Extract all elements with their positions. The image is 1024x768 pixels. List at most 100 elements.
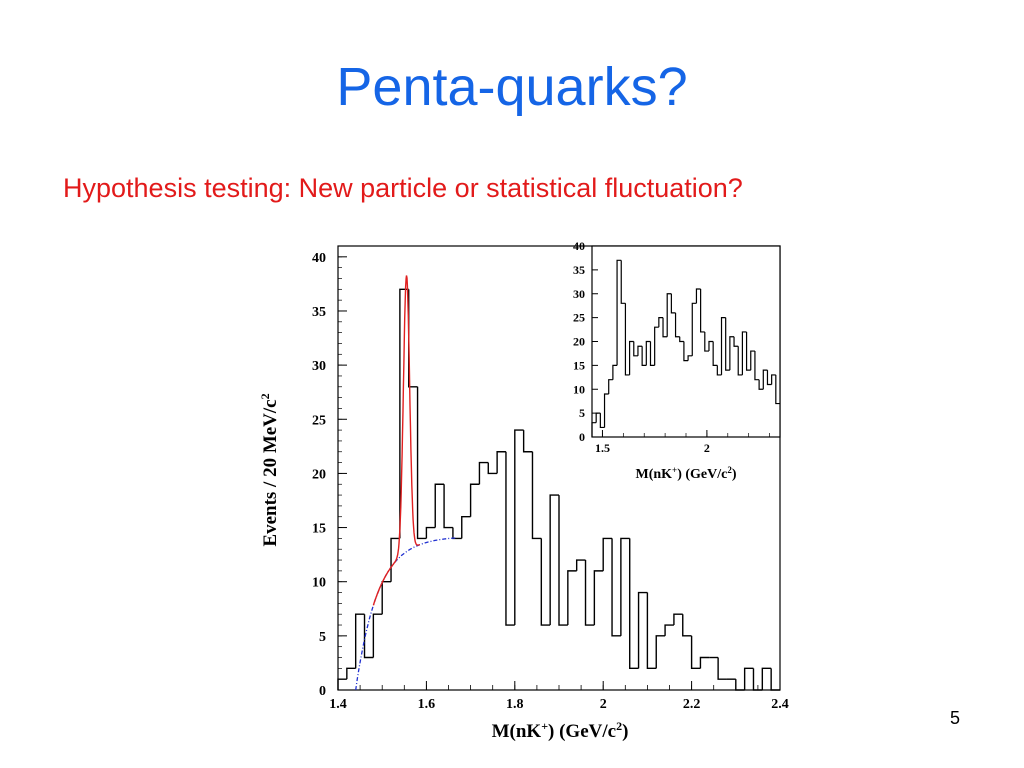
inset-histogram-bin [737,346,743,376]
inset-histogram-bin [649,341,655,366]
inset-histogram-bin [616,259,622,366]
x-tick-label: 2 [600,697,607,712]
histogram-bin [655,635,666,669]
histogram-bin [372,613,383,658]
inset-histogram-bin [608,379,613,395]
y-tick-label: 35 [312,305,326,320]
inset-histogram-bin [654,326,659,366]
slide-subtitle: Hypothesis testing: New particle or stat… [63,173,743,203]
y-tick-label: 30 [312,359,326,374]
inset-x-tick-label: 1.5 [595,441,610,455]
inset-histogram-bin [645,340,651,366]
y-axis-label: Events / 20 MeV/c2 [258,393,281,546]
histogram-bin [690,635,701,670]
inset-histogram-bin [716,365,722,376]
inset-histogram-bin [758,379,764,390]
histogram-bin [443,484,453,529]
histogram-bin [699,656,710,669]
inset-y-tick-label: 0 [579,430,585,444]
histogram-bin [593,570,604,626]
histogram-bin [487,462,498,475]
y-tick-label: 10 [312,576,326,591]
inset-histogram-bin [620,260,626,304]
x-tick-label: 1.8 [506,697,524,712]
inset-histogram-bin [662,317,668,338]
inset-y-tick-label: 5 [579,406,585,420]
histogram-bin [363,614,374,659]
inset-histogram-bin [674,312,680,338]
histogram-bin [735,679,745,691]
histogram-bin [770,668,780,691]
inset-histogram-bin [720,317,726,375]
inset-histogram-bin [683,341,689,362]
slide-title: Penta-quarks? [336,57,688,117]
inset-histogram-bin [712,341,718,366]
inset-histogram-bin [700,288,705,333]
histogram-bin [346,667,356,680]
histogram-bin [505,451,515,626]
histogram-bin [540,538,551,626]
inset-histogram-bin [729,336,735,371]
inset-y-tick-label: 30 [573,287,585,301]
inset-y-tick-label: 20 [573,335,585,349]
histogram-bin [416,386,427,540]
histogram-bin [602,537,613,571]
x-tick-label: 1.6 [418,697,436,712]
y-tick-label: 0 [319,684,326,699]
y-tick-label: 15 [312,522,326,537]
histogram-bin [575,559,586,571]
inset-histogram-bin [762,369,768,390]
x-tick-label: 1.4 [329,697,347,712]
inset-histogram-bin [629,340,634,375]
histogram-bin [673,613,683,626]
histogram-bin [629,538,639,670]
inset-histogram: 0 5 10 15 20 25 30 35 40 1.5 2 [573,239,781,455]
histogram-bin [522,430,533,453]
histogram-bin [478,461,489,485]
histogram-bin [717,657,727,680]
histogram-bin [452,527,462,540]
inset-histogram-bin [670,293,676,314]
inset-histogram-bin [704,331,709,352]
inset-histogram-bin [666,293,672,337]
inset-x-axis-label: M(nK+) (GeV/c2) [635,465,736,482]
inset-y-tick-label: 10 [573,382,585,396]
histogram-bin [620,537,630,636]
inset-histogram-bin [637,345,643,356]
histogram-bin [637,591,648,669]
inset-histogram-bin [633,341,638,357]
inset-y-tick-label: 40 [573,239,585,253]
histogram-bin [761,667,772,690]
inset-histogram-bin [679,336,684,343]
slide-number: 5 [950,708,961,728]
y-tick-label: 20 [312,467,326,482]
histogram-bin [664,624,674,636]
inset-histogram-bin [612,364,618,380]
histogram-bin [381,581,392,615]
y-tick-label: 5 [319,630,326,645]
x-axis-label: M(nK+) (GeV/c2) [492,719,629,742]
histogram-bin [646,592,657,670]
inset-histogram-bin [771,374,776,385]
x-tick-label: 2.4 [771,697,789,712]
histogram-bin [558,495,568,626]
histogram-bin [611,538,621,637]
histogram-bin [549,494,559,626]
histogram-bin [752,668,763,691]
inset-histogram-bin [775,374,780,405]
inset-frame [591,245,781,438]
inset-histogram-bin [603,393,609,428]
inset-histogram-bin [591,422,597,437]
histogram-bin [469,483,480,517]
inset-y-tick-label: 25 [573,311,585,325]
inset-histogram-bin [695,288,701,304]
inset-histogram-bin [687,355,693,361]
inset-histogram-bin [741,331,747,375]
inset-y-tick-label: 35 [573,263,585,277]
histogram-bin [461,516,471,539]
histogram-bin [337,678,347,690]
histogram-bin [496,451,506,474]
inset-histogram-bin [725,317,730,371]
